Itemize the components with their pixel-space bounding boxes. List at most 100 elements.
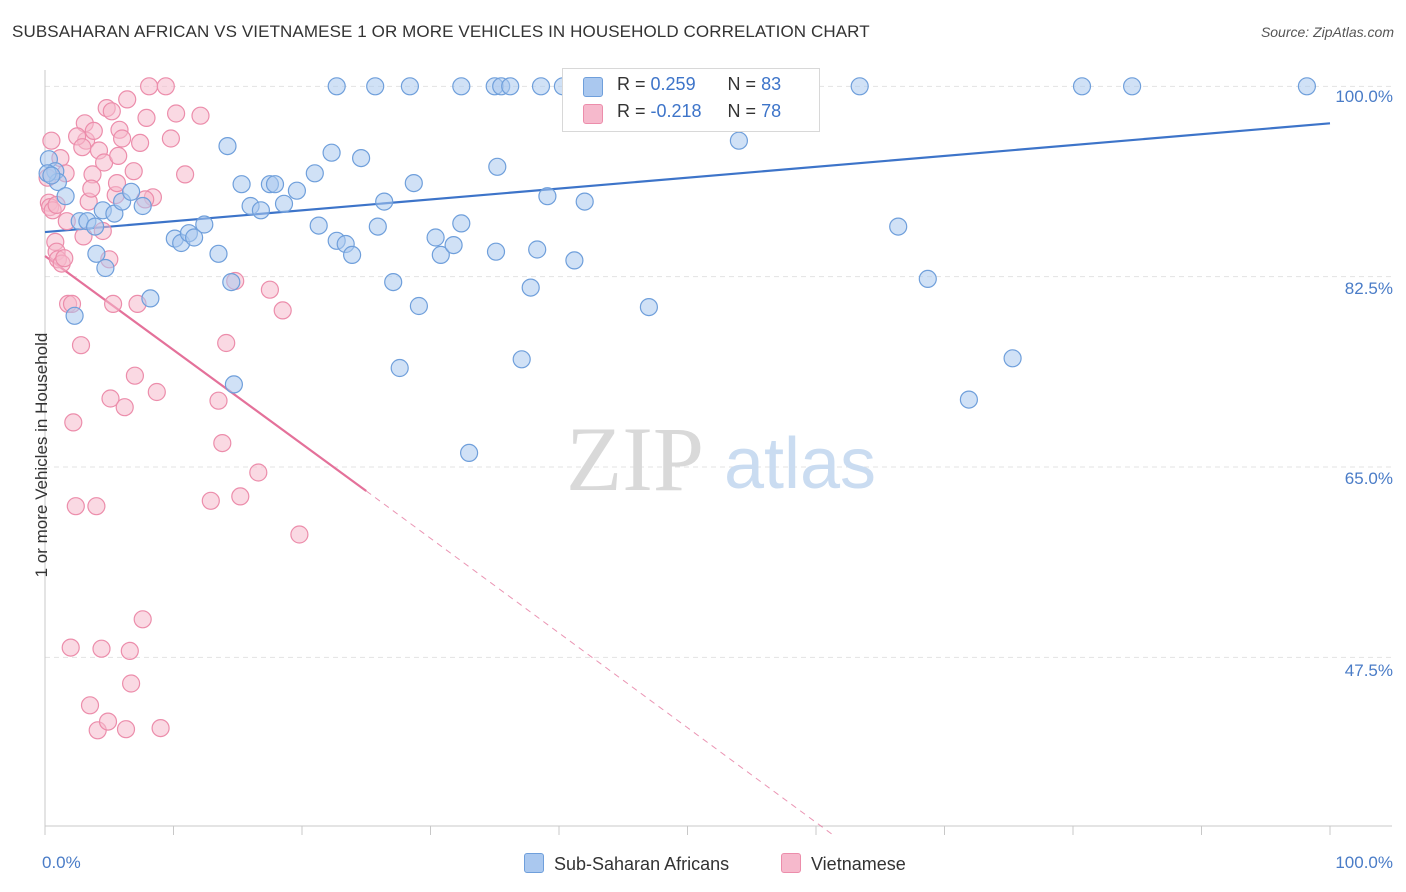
pink-point [98, 712, 118, 731]
blue-point [521, 278, 540, 297]
pink-point [87, 497, 106, 516]
blue-point [265, 175, 285, 194]
pink-point [249, 463, 268, 482]
blue-point [512, 350, 531, 369]
pink-point [55, 249, 74, 268]
blue-point [501, 77, 520, 96]
blue-point [565, 251, 584, 270]
legend-n-value: 83 [761, 74, 782, 94]
blue-point [488, 157, 507, 176]
blue-point [133, 196, 152, 216]
pink-point [80, 696, 100, 715]
pink-point [112, 129, 132, 148]
blue-point [352, 149, 371, 168]
pink-point [66, 497, 85, 516]
pink-point [231, 487, 250, 506]
blue-point [431, 245, 450, 264]
pink-point [107, 174, 127, 193]
blue-point [400, 77, 419, 96]
pink-point [176, 165, 195, 184]
blue-point [486, 242, 506, 261]
series-name-pink: Vietnamese [811, 854, 906, 874]
pink-point [124, 162, 143, 181]
blue-point [538, 187, 557, 206]
blue-point [222, 273, 241, 292]
pink-point [61, 638, 80, 657]
legend-swatch-pink [583, 104, 603, 124]
blue-point [305, 164, 324, 183]
blue-point [274, 194, 294, 213]
blue-point [56, 187, 75, 206]
source-label: Source: ZipAtlas.com [1260, 24, 1394, 40]
series-legend-pink: Vietnamese [781, 853, 906, 875]
pink-point [167, 104, 186, 123]
blue-point [209, 244, 228, 263]
blue-point [185, 228, 204, 247]
blue-point [232, 175, 251, 194]
series-name-blue: Sub-Saharan Africans [554, 854, 730, 874]
blue-point [889, 217, 908, 236]
blue-point [368, 217, 387, 236]
blue-point [1003, 349, 1022, 368]
blue-point [452, 214, 471, 233]
blue-point [1297, 77, 1317, 96]
blue-point [366, 77, 385, 96]
y-axis-title-wrap: 1 or more Vehicles in Household [14, 0, 51, 892]
blue-point [639, 298, 659, 317]
blue-point [218, 137, 237, 156]
watermark: ZIP atlas [566, 408, 876, 510]
stats-legend: R = 0.259 N = 83 R = -0.218 N = 78 [562, 68, 820, 132]
pink-point [109, 146, 128, 165]
blue-point [122, 182, 141, 201]
grid [45, 85, 1392, 658]
pink-point [101, 389, 120, 408]
legend-n-label: N = [727, 74, 757, 94]
blue-point [959, 390, 979, 409]
pink-point [213, 434, 232, 453]
pink-point [191, 106, 210, 125]
blue-point [409, 296, 428, 316]
pink-point [140, 77, 159, 96]
blue-point [87, 244, 106, 263]
blue-point [85, 217, 105, 236]
legend-swatch-blue [583, 77, 603, 97]
sub-saharan-africans-points [38, 77, 1317, 462]
legend-r-label: R = [617, 101, 646, 121]
blue-point [42, 166, 61, 185]
blue-point [343, 245, 362, 264]
blue-point [426, 228, 445, 247]
pink-point [102, 102, 121, 121]
pink-point [209, 391, 228, 410]
legend-n-value: 78 [761, 101, 782, 121]
watermark-atlas: atlas [724, 424, 876, 504]
y-tick-label: 47.5% [1344, 661, 1393, 680]
blue-point [531, 77, 551, 96]
legend-r-value: -0.218 [650, 101, 702, 121]
trend-line-pink [44, 255, 367, 492]
pink-point [151, 718, 170, 738]
blue-point [575, 192, 594, 211]
legend-r-label: R = [617, 74, 646, 94]
pink-point [161, 129, 180, 148]
blue-point [195, 215, 214, 234]
blue-point [287, 181, 306, 200]
blue-point [452, 77, 471, 96]
pink-point [42, 131, 61, 150]
y-tick-label: 82.5% [1344, 279, 1393, 298]
pink-point [137, 108, 156, 128]
blue-point [404, 174, 423, 193]
pink-point [122, 674, 141, 693]
blue-point [375, 192, 394, 211]
chart-title: SUBSAHARAN AFRICAN VS VIETNAMESE 1 OR MO… [12, 22, 870, 41]
pink-point [82, 179, 101, 198]
blue-point [528, 240, 547, 259]
blue-point [918, 269, 937, 288]
blue-point [1072, 77, 1092, 96]
pink-point [273, 301, 292, 320]
pink-point [116, 720, 136, 739]
pink-point [64, 413, 83, 432]
blue-point [322, 143, 341, 162]
pink-point [84, 121, 103, 140]
pink-point [92, 639, 111, 658]
